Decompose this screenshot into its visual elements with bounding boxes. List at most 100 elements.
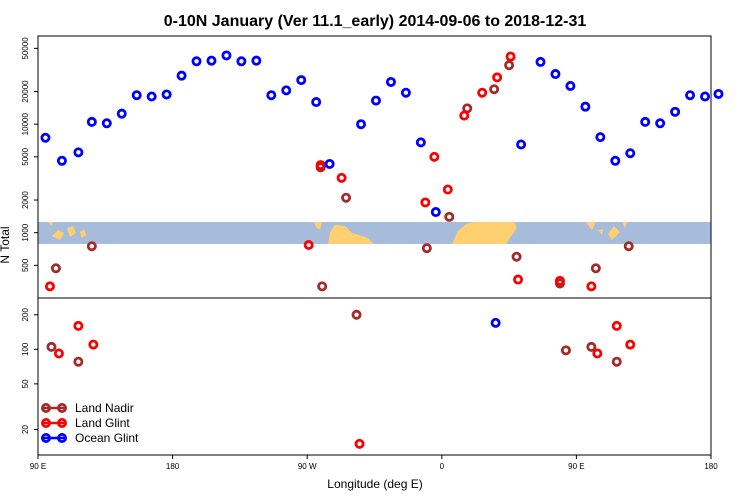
data-point (370, 95, 381, 106)
data-point (191, 56, 202, 67)
data-point (505, 51, 516, 62)
data-point (700, 91, 711, 102)
y-tick-label: 100 (21, 342, 30, 356)
data-point (655, 118, 666, 129)
data-point (315, 160, 326, 171)
data-point (40, 132, 51, 143)
upper-panel-frame (37, 35, 712, 299)
data-point (86, 116, 97, 127)
data-point (595, 132, 606, 143)
data-point (477, 87, 488, 98)
y-tick-label: 50 (21, 379, 30, 388)
data-point (560, 345, 571, 356)
y-tick-label: 1000 (21, 223, 30, 241)
data-point (317, 281, 328, 292)
data-point (44, 281, 55, 292)
data-point (442, 184, 453, 195)
data-point (565, 80, 576, 91)
data-point (685, 90, 696, 101)
y-tick-label: 50000 (21, 37, 30, 60)
x-ticks: 90 E 180 90 W 0 90 E 180 (30, 455, 718, 471)
data-point (420, 197, 431, 208)
data-point (400, 87, 411, 98)
y-tick-label: 20 (21, 425, 30, 434)
plot-frames (37, 35, 712, 456)
legend-label: Land Nadir (75, 401, 134, 415)
data-point (266, 90, 277, 101)
data-point (221, 50, 232, 61)
legend-marker (57, 417, 68, 428)
data-point (146, 91, 157, 102)
data-point (46, 341, 57, 352)
data-point (86, 241, 97, 252)
legend-marker (57, 432, 68, 443)
land-patch (452, 222, 517, 244)
data-point (385, 76, 396, 87)
data-point (611, 356, 622, 367)
data-point (303, 239, 314, 250)
legend-label: Ocean Glint (75, 431, 139, 445)
data-point (625, 339, 636, 350)
y-tick-label: 20000 (21, 80, 30, 103)
data-point (50, 263, 61, 274)
legend-marker (57, 402, 68, 413)
data-point (580, 101, 591, 112)
data-point (492, 72, 503, 83)
data-point (511, 251, 522, 262)
data-point (281, 85, 292, 96)
data-point (625, 148, 636, 159)
ocean-band (38, 222, 711, 244)
data-point (116, 108, 127, 119)
data-point (131, 90, 142, 101)
x-tick-label: 180 (704, 462, 718, 471)
data-point (459, 110, 470, 121)
data-point (489, 84, 500, 95)
data-point (421, 243, 432, 254)
land-patch (608, 226, 620, 240)
chart-title: 0-10N January (Ver 11.1_early) 2014-09-0… (164, 13, 587, 30)
data-point (73, 147, 84, 158)
data-point (88, 339, 99, 350)
y-axis-label: N Total (0, 226, 12, 263)
data-point (101, 118, 112, 129)
land-patch (80, 229, 86, 238)
data-point (415, 137, 426, 148)
data-point (311, 97, 322, 108)
data-point (56, 155, 67, 166)
x-tick-label: 90 E (568, 462, 584, 471)
data-point (550, 69, 561, 80)
legend-label: Land Glint (75, 416, 130, 430)
y-tick-label: 5000 (21, 147, 30, 165)
data-point (586, 281, 597, 292)
land-patch (67, 226, 76, 237)
data-point (356, 119, 367, 130)
x-tick-label: 90 W (298, 462, 317, 471)
y-ticks: 500 1000 2000 5000 10000 20000 50000 20 50 100 200 (21, 37, 38, 434)
y-tick-label: 500 (21, 258, 30, 272)
land-patch (598, 229, 603, 235)
data-point (516, 139, 527, 150)
land-patch (52, 230, 64, 240)
x-tick-label: 90 E (30, 462, 46, 471)
data-point (73, 356, 84, 367)
x-tick-label: 180 (166, 462, 180, 471)
lower-panel-frame (37, 297, 712, 456)
land-patch (314, 222, 322, 230)
data-point (430, 207, 441, 218)
data-point (592, 348, 603, 359)
data-point (535, 56, 546, 67)
land-patch (586, 222, 596, 230)
data-point (351, 309, 362, 320)
data-point (429, 151, 440, 162)
data-point (590, 263, 601, 274)
y-tick-label: 200 (21, 308, 30, 322)
data-point (73, 320, 84, 331)
land-patch (622, 222, 627, 228)
data-point (611, 320, 622, 331)
data-point (324, 158, 335, 169)
data-point (176, 70, 187, 81)
data-point (296, 75, 307, 86)
data-point (341, 192, 352, 203)
